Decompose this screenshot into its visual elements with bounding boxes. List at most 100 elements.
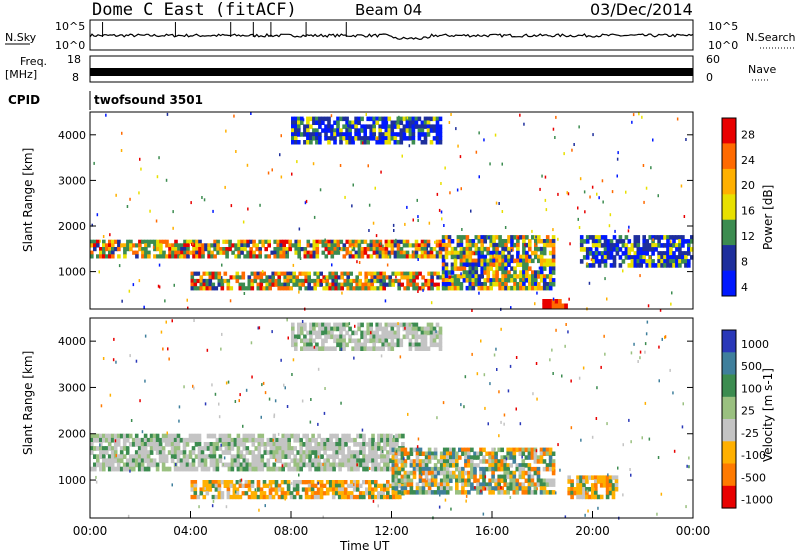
heatmap-cell: [208, 487, 213, 492]
heatmap-cell: [384, 342, 389, 348]
heatmap-cell: [225, 250, 229, 255]
heatmap-cell: [111, 247, 115, 252]
heatmap-cell: [210, 243, 214, 248]
heatmap-cell: [618, 247, 623, 252]
heatmap-speck: [494, 133, 497, 137]
heatmap-cell: [322, 491, 327, 496]
heatmap-cell: [355, 275, 359, 280]
heatmap-cell: [430, 286, 434, 291]
heatmap-cell: [536, 478, 541, 483]
heatmap-cell: [384, 116, 389, 122]
heatmap-cell: [393, 254, 398, 259]
heatmap-cell: [488, 455, 492, 460]
heatmap-cell: [449, 451, 453, 456]
heatmap-cell: [369, 346, 373, 351]
heatmap-cell: [339, 338, 343, 344]
heatmap-cell: [660, 235, 664, 240]
heatmap-cell: [287, 454, 291, 459]
heatmap-cell: [332, 462, 336, 468]
heatmap-cell: [273, 250, 277, 255]
heatmap-cell: [102, 462, 106, 468]
heatmap-cell: [291, 330, 295, 336]
heatmap-cell: [238, 282, 243, 287]
heatmap-speck: [495, 347, 497, 351]
heatmap-cell: [241, 483, 246, 488]
heatmap-cell: [246, 239, 250, 244]
heatmap-cell: [512, 470, 517, 476]
heatmap-cell: [528, 242, 532, 248]
heatmap-cell: [122, 442, 127, 447]
heatmap-cell: [491, 455, 495, 460]
heatmap-speck: [96, 213, 99, 217]
heatmap-cell: [418, 474, 423, 480]
heatmap-cell: [467, 459, 471, 464]
heatmap-cell: [442, 455, 447, 460]
heatmap-cell: [376, 271, 380, 276]
heatmap-cell: [512, 474, 517, 480]
heatmap-cell: [301, 271, 305, 276]
heatmap-cell: [527, 466, 532, 472]
heatmap-cell: [378, 334, 382, 340]
heatmap-cell: [388, 278, 392, 284]
heatmap-cell: [567, 490, 571, 496]
heatmap-cell: [630, 247, 635, 252]
heatmap-cell: [449, 478, 453, 483]
heatmap-cell: [405, 330, 410, 336]
heatmap-cell: [504, 278, 508, 283]
heatmap-cell: [295, 487, 300, 492]
heatmap-speck: [353, 483, 355, 487]
heatmap-cell: [261, 243, 265, 248]
heatmap-cell: [579, 259, 584, 264]
heatmap-speck: [354, 324, 356, 328]
heatmap-cell: [137, 454, 142, 459]
heatmap-cell: [125, 462, 130, 468]
heatmap-speck: [660, 492, 663, 496]
heatmap-speck: [459, 155, 462, 159]
heatmap-cell: [483, 282, 487, 287]
heatmap-cell: [396, 243, 401, 248]
heatmap-cell: [384, 326, 389, 332]
heatmap-cell: [102, 247, 106, 252]
heatmap-cell: [591, 494, 595, 500]
heatmap-cell: [198, 247, 202, 252]
heatmap-cell: [363, 338, 367, 344]
heatmap-speck: [121, 299, 123, 303]
heatmap-cell: [465, 285, 470, 291]
heatmap-cell: [357, 322, 361, 328]
heatmap-cell: [391, 486, 396, 491]
heatmap-speck: [91, 223, 93, 227]
heatmap-speck: [586, 262, 588, 266]
heatmap-cell: [183, 239, 187, 244]
heatmap-cell: [537, 235, 541, 240]
heatmap-speck: [144, 334, 147, 338]
heatmap-cell: [495, 266, 499, 271]
heatmap-cell: [408, 338, 413, 344]
heatmap-cell: [259, 282, 264, 287]
heatmap-cell: [330, 243, 335, 248]
heatmap-speck: [291, 172, 293, 176]
heatmap-cell: [317, 442, 321, 447]
heatmap-cell: [408, 132, 413, 137]
heatmap-cell: [310, 278, 314, 284]
heatmap-cell: [226, 286, 231, 291]
heatmap-cell: [445, 486, 450, 491]
heatmap-cell: [296, 437, 300, 443]
heatmap-speck: [495, 201, 498, 205]
heatmap-cell: [393, 342, 398, 348]
heatmap-cell: [348, 124, 352, 129]
heatmap-cell: [168, 243, 172, 248]
heatmap-speck: [657, 456, 660, 459]
heatmap-cell: [164, 442, 169, 447]
heatmap-cell: [597, 239, 602, 244]
heatmap-cell: [542, 278, 547, 283]
heatmap-cell: [199, 491, 204, 496]
heatmap-cell: [348, 136, 352, 141]
heatmap-cell: [381, 132, 385, 137]
heatmap-cell: [396, 342, 401, 348]
heatmap-cell: [224, 433, 229, 439]
heatmap-cell: [415, 482, 420, 487]
heatmap-cell: [348, 239, 353, 244]
heatmap-cell: [445, 455, 450, 460]
heatmap-cell: [450, 262, 455, 267]
heatmap-cell: [324, 243, 329, 248]
